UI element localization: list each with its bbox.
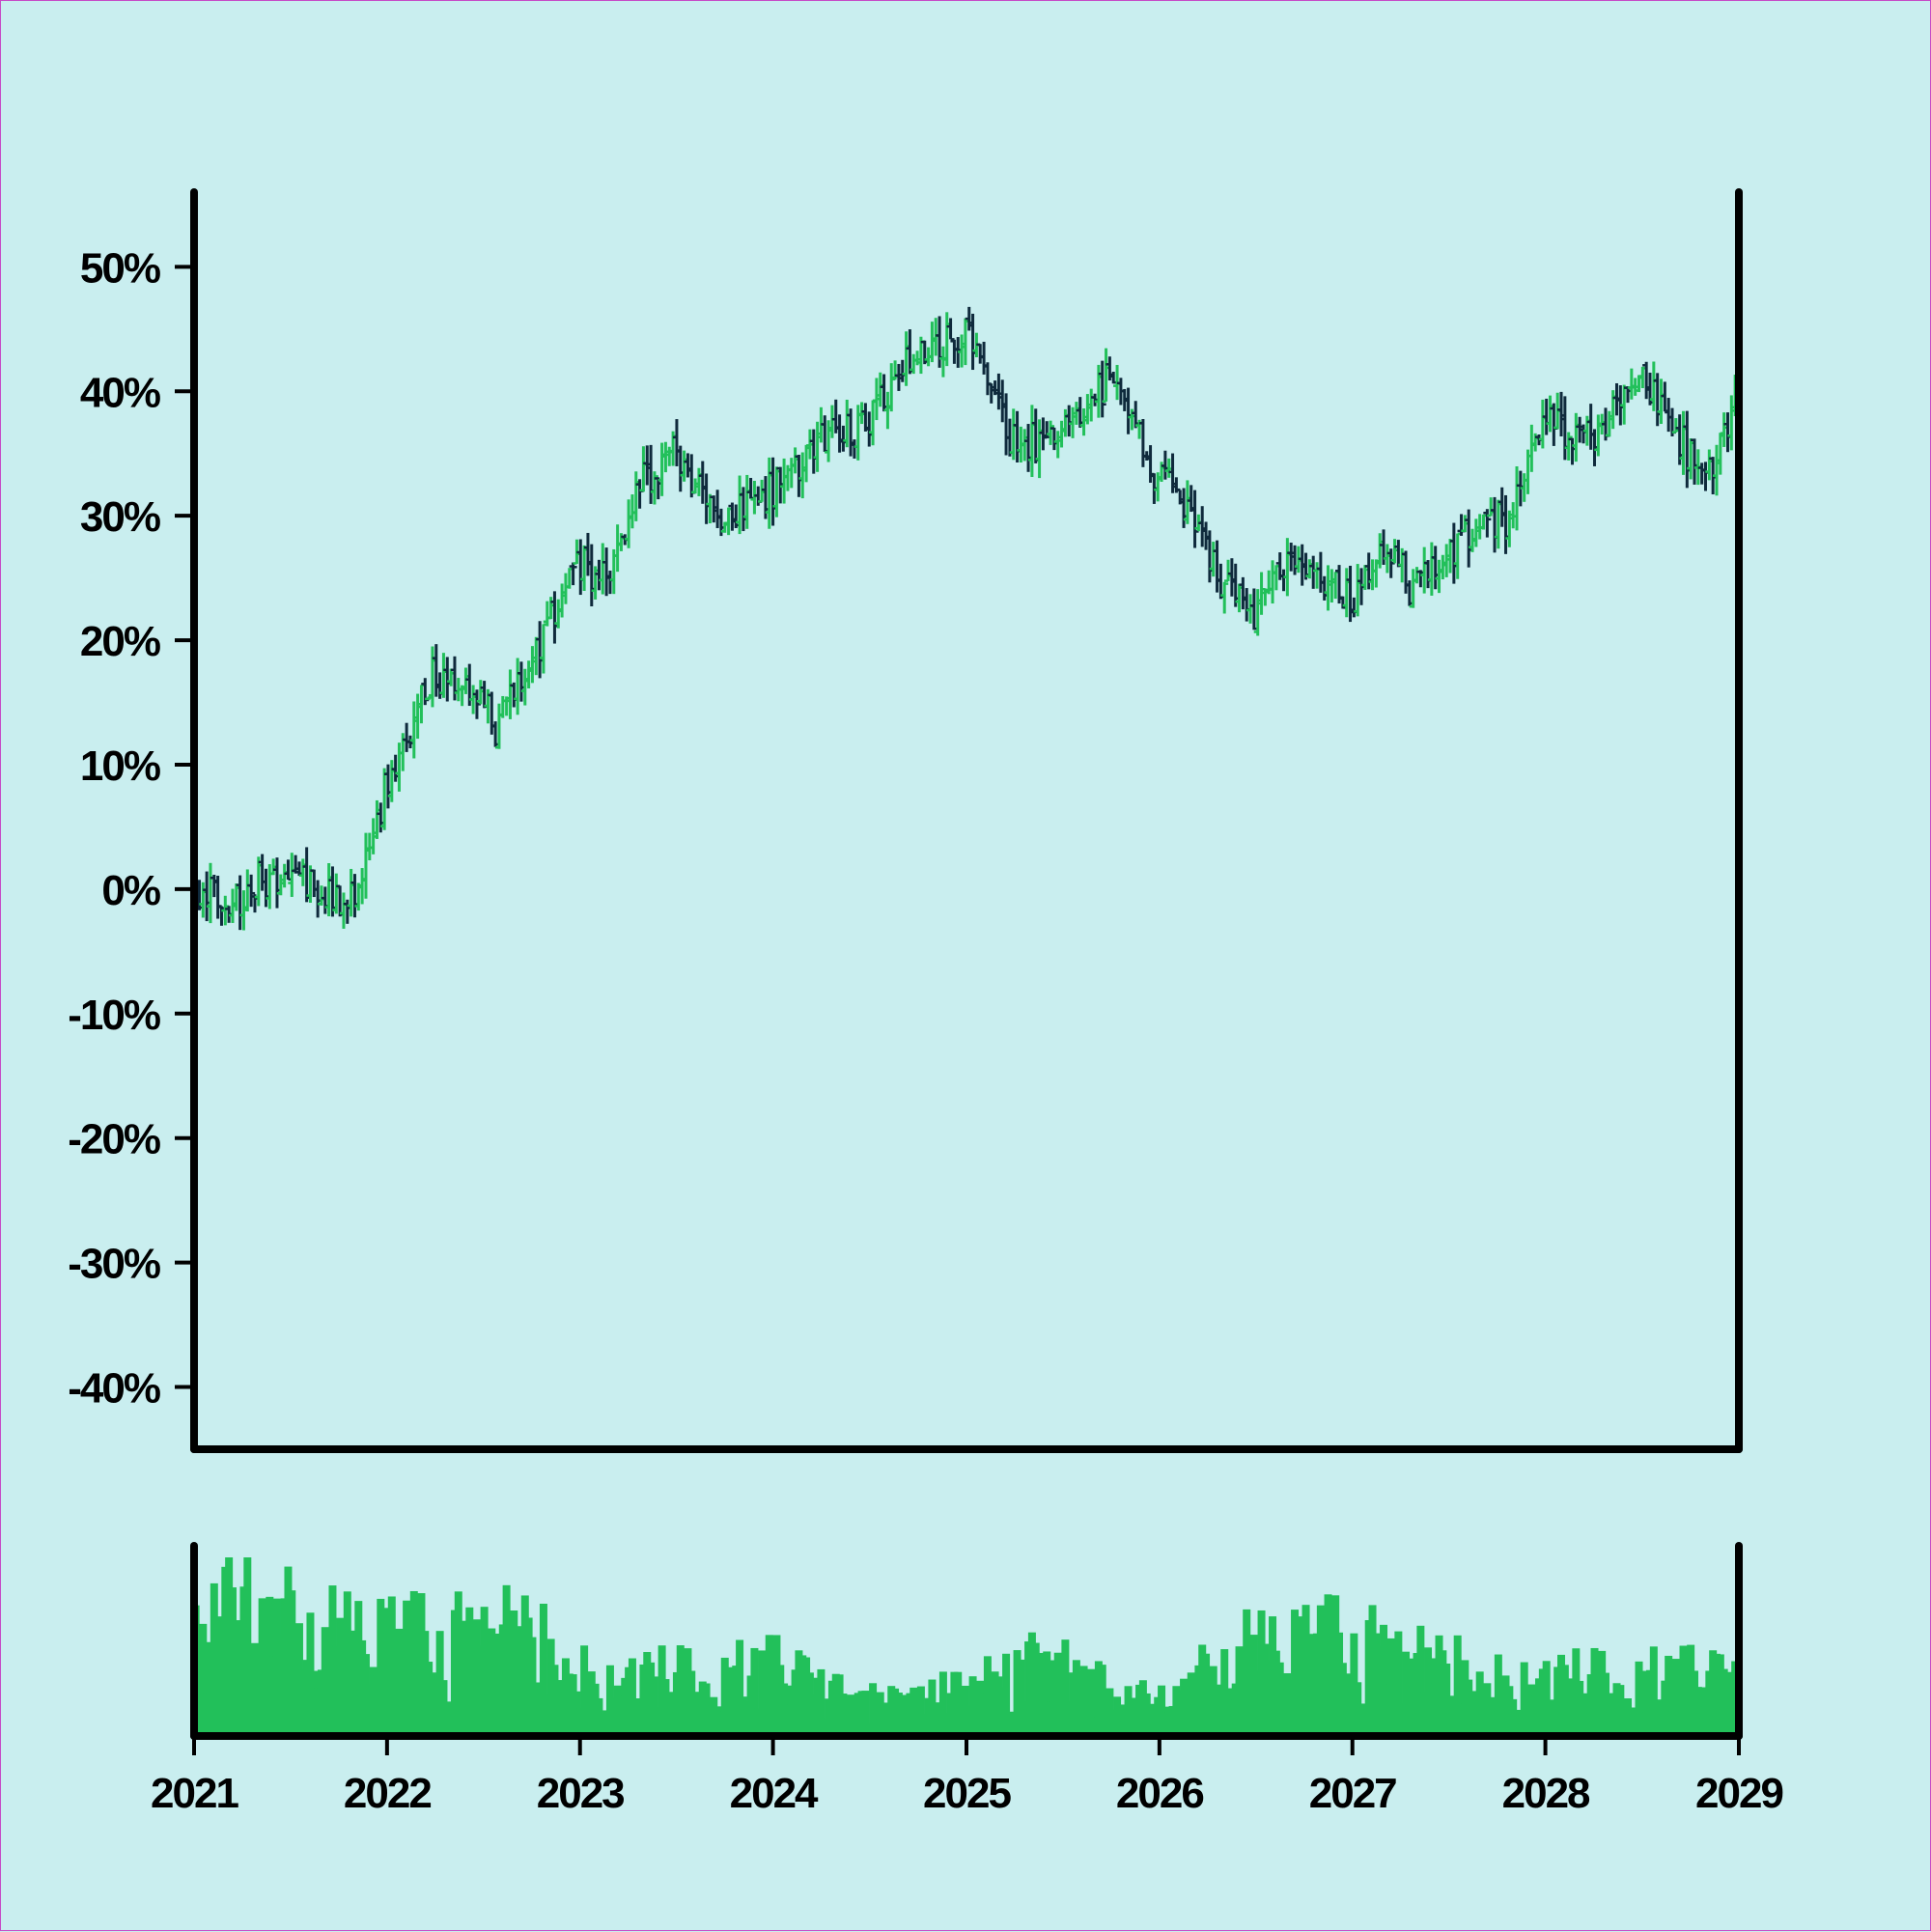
- volume-bar: [861, 1691, 870, 1736]
- volume-bar: [199, 1623, 208, 1736]
- volume-bar: [1665, 1655, 1673, 1736]
- volume-bar: [676, 1645, 685, 1736]
- volume-bar: [916, 1686, 925, 1736]
- volume-bar: [880, 1702, 888, 1736]
- y-tick-label: -10%: [68, 992, 160, 1039]
- x-tick-label: 2027: [1309, 1770, 1396, 1817]
- volume-bar: [1043, 1651, 1051, 1736]
- ohlc-bar: [1564, 432, 1573, 461]
- volume-bar: [1638, 1670, 1647, 1736]
- volume-bar: [1158, 1685, 1166, 1736]
- volume-bar: [1061, 1639, 1070, 1736]
- volume-bar: [938, 1671, 947, 1736]
- ohlc-bar: [1220, 581, 1229, 614]
- y-tick-label: 10%: [80, 742, 160, 790]
- volume-bar: [1113, 1696, 1122, 1736]
- volume-bar: [1301, 1605, 1310, 1736]
- volume-bar: [898, 1694, 907, 1736]
- volume-bar: [650, 1676, 658, 1736]
- volume-bar: [1002, 1653, 1011, 1736]
- volume-bar: [480, 1607, 489, 1736]
- volume-bar: [1416, 1625, 1425, 1736]
- volume-panel: [191, 1557, 1740, 1736]
- volume-bar: [243, 1557, 252, 1736]
- volume-bar: [1564, 1678, 1573, 1736]
- volume-bar: [736, 1639, 744, 1736]
- x-tick-label: 2026: [1116, 1770, 1203, 1817]
- volume-bar: [817, 1668, 826, 1736]
- ohlc-bar: [1098, 360, 1106, 418]
- x-tick-label: 2022: [344, 1770, 431, 1817]
- volume-bar: [1590, 1647, 1599, 1736]
- volume-bar: [387, 1596, 396, 1736]
- ohlc-bar: [1190, 490, 1199, 548]
- volume-bar: [1087, 1668, 1096, 1736]
- volume-bar: [1098, 1665, 1106, 1736]
- volume-bar: [750, 1647, 759, 1736]
- x-tick-label: 2023: [537, 1770, 624, 1817]
- x-tick-label: 2029: [1695, 1770, 1782, 1817]
- volume-bar: [1380, 1624, 1388, 1736]
- axes: 50% 40% 30% 20% 10% 0% -10% -20% -30% -40% 2021 202…: [68, 188, 1784, 1817]
- volume-bar: [932, 1702, 940, 1736]
- volume-bar: [1616, 1685, 1625, 1736]
- volume-bar: [502, 1584, 511, 1736]
- ohlc-bar: [247, 874, 256, 908]
- volume-bar: [1542, 1661, 1551, 1736]
- y-tick-label: -40%: [68, 1365, 160, 1413]
- volume-bar: [1324, 1594, 1332, 1736]
- y-tick-label: 30%: [80, 493, 160, 541]
- x-tick-label: 2028: [1502, 1770, 1590, 1817]
- y-tick-label: 0%: [101, 867, 159, 914]
- volume-bar: [1671, 1659, 1680, 1736]
- volume-bar: [702, 1683, 711, 1736]
- volume-bar: [758, 1650, 767, 1736]
- volume-bar: [869, 1683, 878, 1736]
- volume-bar: [539, 1604, 547, 1736]
- volume-bar: [465, 1607, 474, 1736]
- volume-bar: [1649, 1646, 1658, 1736]
- volume-bar: [580, 1645, 589, 1736]
- ohlc-bar: [946, 318, 955, 341]
- volume-bar: [1035, 1652, 1044, 1736]
- volume-bar: [628, 1658, 636, 1736]
- volume-bar: [1394, 1631, 1403, 1736]
- ohlc-bar: [1047, 420, 1055, 445]
- volume-bar: [724, 1666, 733, 1736]
- y-tick-label: 50%: [80, 244, 160, 292]
- volume-bar: [1453, 1635, 1462, 1736]
- y-tick-label: 40%: [80, 369, 160, 416]
- price-panel: [191, 306, 1740, 931]
- x-tick-label: 2024: [730, 1770, 819, 1817]
- y-tick-label: -30%: [68, 1241, 160, 1288]
- y-tick-label: -20%: [68, 1116, 160, 1163]
- ohlc-bar: [1483, 509, 1492, 538]
- volume-bar: [1494, 1654, 1502, 1736]
- volume-bar: [409, 1590, 418, 1736]
- y-tick-label: 20%: [80, 618, 160, 665]
- x-tick-label: 2025: [923, 1770, 1011, 1817]
- volume-bar: [1017, 1659, 1025, 1736]
- ohlc-bar: [650, 471, 658, 505]
- ohlc-bar: [569, 562, 577, 586]
- x-tick-label: 2021: [151, 1770, 238, 1817]
